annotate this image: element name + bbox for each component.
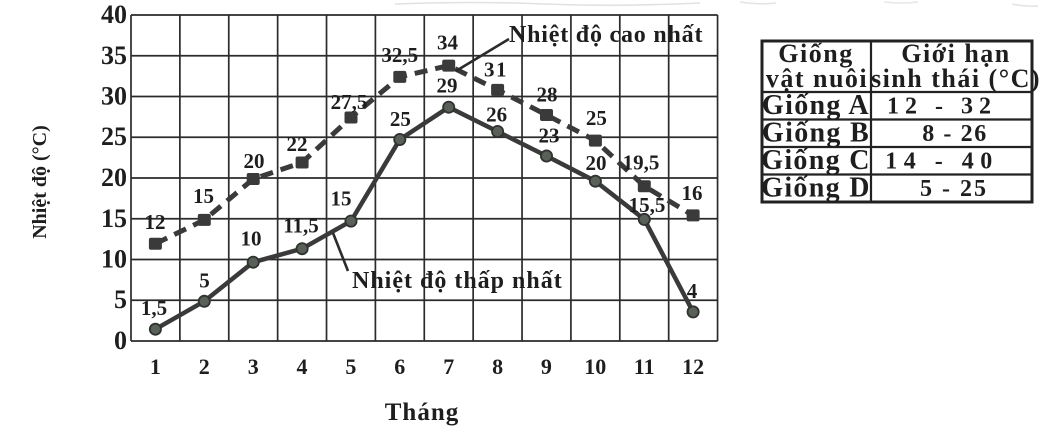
svg-text:Giống D: Giống D bbox=[761, 173, 870, 204]
svg-text:0: 0 bbox=[114, 326, 127, 355]
svg-text:14 - 40: 14 - 40 bbox=[885, 149, 999, 175]
svg-text:25: 25 bbox=[586, 106, 607, 130]
svg-text:5: 5 bbox=[114, 285, 127, 314]
svg-text:30: 30 bbox=[101, 82, 127, 111]
svg-text:8 - 26: 8 - 26 bbox=[922, 121, 988, 147]
svg-text:Nhiệt độ thấp nhất: Nhiệt độ thấp nhất bbox=[352, 268, 563, 294]
svg-text:12 - 32: 12 - 32 bbox=[887, 94, 997, 120]
svg-text:32,5: 32,5 bbox=[381, 43, 418, 67]
svg-text:vật nuôi: vật nuôi bbox=[766, 64, 868, 93]
svg-text:5 - 25: 5 - 25 bbox=[920, 176, 988, 202]
svg-text:sinh thái (°C): sinh thái (°C) bbox=[871, 64, 1041, 93]
svg-text:28: 28 bbox=[537, 83, 558, 107]
svg-text:15: 15 bbox=[193, 184, 214, 208]
svg-text:10: 10 bbox=[241, 227, 262, 251]
svg-text:20: 20 bbox=[244, 149, 265, 173]
svg-text:23: 23 bbox=[539, 124, 560, 148]
svg-text:5: 5 bbox=[345, 354, 356, 379]
svg-text:Giống B: Giống B bbox=[762, 118, 870, 149]
svg-text:15: 15 bbox=[101, 204, 127, 233]
svg-text:1,5: 1,5 bbox=[141, 296, 167, 320]
svg-text:40: 40 bbox=[101, 0, 127, 29]
svg-text:22: 22 bbox=[287, 132, 308, 156]
svg-text:31: 31 bbox=[484, 58, 508, 82]
svg-text:Giống C: Giống C bbox=[761, 145, 870, 176]
svg-text:20: 20 bbox=[586, 151, 607, 175]
svg-text:9: 9 bbox=[541, 354, 552, 379]
svg-text:Tháng: Tháng bbox=[385, 399, 459, 426]
svg-text:15: 15 bbox=[331, 187, 352, 211]
svg-text:12: 12 bbox=[682, 354, 704, 379]
svg-text:Nhiệt độ (°C): Nhiệt độ (°C) bbox=[29, 125, 51, 239]
svg-text:5: 5 bbox=[199, 269, 210, 293]
svg-text:35: 35 bbox=[101, 41, 127, 70]
svg-text:3: 3 bbox=[248, 354, 259, 379]
svg-text:7: 7 bbox=[443, 354, 454, 379]
svg-text:Giống A: Giống A bbox=[762, 90, 870, 121]
svg-text:27,5: 27,5 bbox=[331, 90, 368, 114]
svg-text:10: 10 bbox=[584, 354, 606, 379]
svg-text:11: 11 bbox=[634, 354, 655, 379]
svg-text:20: 20 bbox=[101, 163, 127, 192]
svg-text:Nhiệt độ cao nhất: Nhiệt độ cao nhất bbox=[509, 22, 703, 48]
svg-text:29: 29 bbox=[437, 74, 458, 98]
svg-text:12: 12 bbox=[145, 210, 166, 234]
svg-text:25: 25 bbox=[390, 107, 411, 131]
svg-text:4: 4 bbox=[687, 279, 698, 303]
svg-text:10: 10 bbox=[101, 245, 127, 274]
svg-text:Giống: Giống bbox=[778, 39, 853, 68]
svg-text:19,5: 19,5 bbox=[623, 151, 660, 175]
svg-text:4: 4 bbox=[297, 354, 308, 379]
svg-text:2: 2 bbox=[199, 354, 210, 379]
svg-text:Giới hạn: Giới hạn bbox=[901, 39, 1011, 68]
svg-text:6: 6 bbox=[394, 354, 405, 379]
svg-text:11,5: 11,5 bbox=[283, 214, 319, 238]
svg-text:16: 16 bbox=[682, 181, 703, 205]
svg-text:15,5: 15,5 bbox=[629, 193, 666, 217]
svg-text:25: 25 bbox=[101, 122, 127, 151]
svg-text:1: 1 bbox=[150, 354, 161, 379]
svg-text:34: 34 bbox=[437, 31, 459, 55]
svg-text:26: 26 bbox=[486, 103, 507, 127]
svg-text:8: 8 bbox=[492, 354, 503, 379]
